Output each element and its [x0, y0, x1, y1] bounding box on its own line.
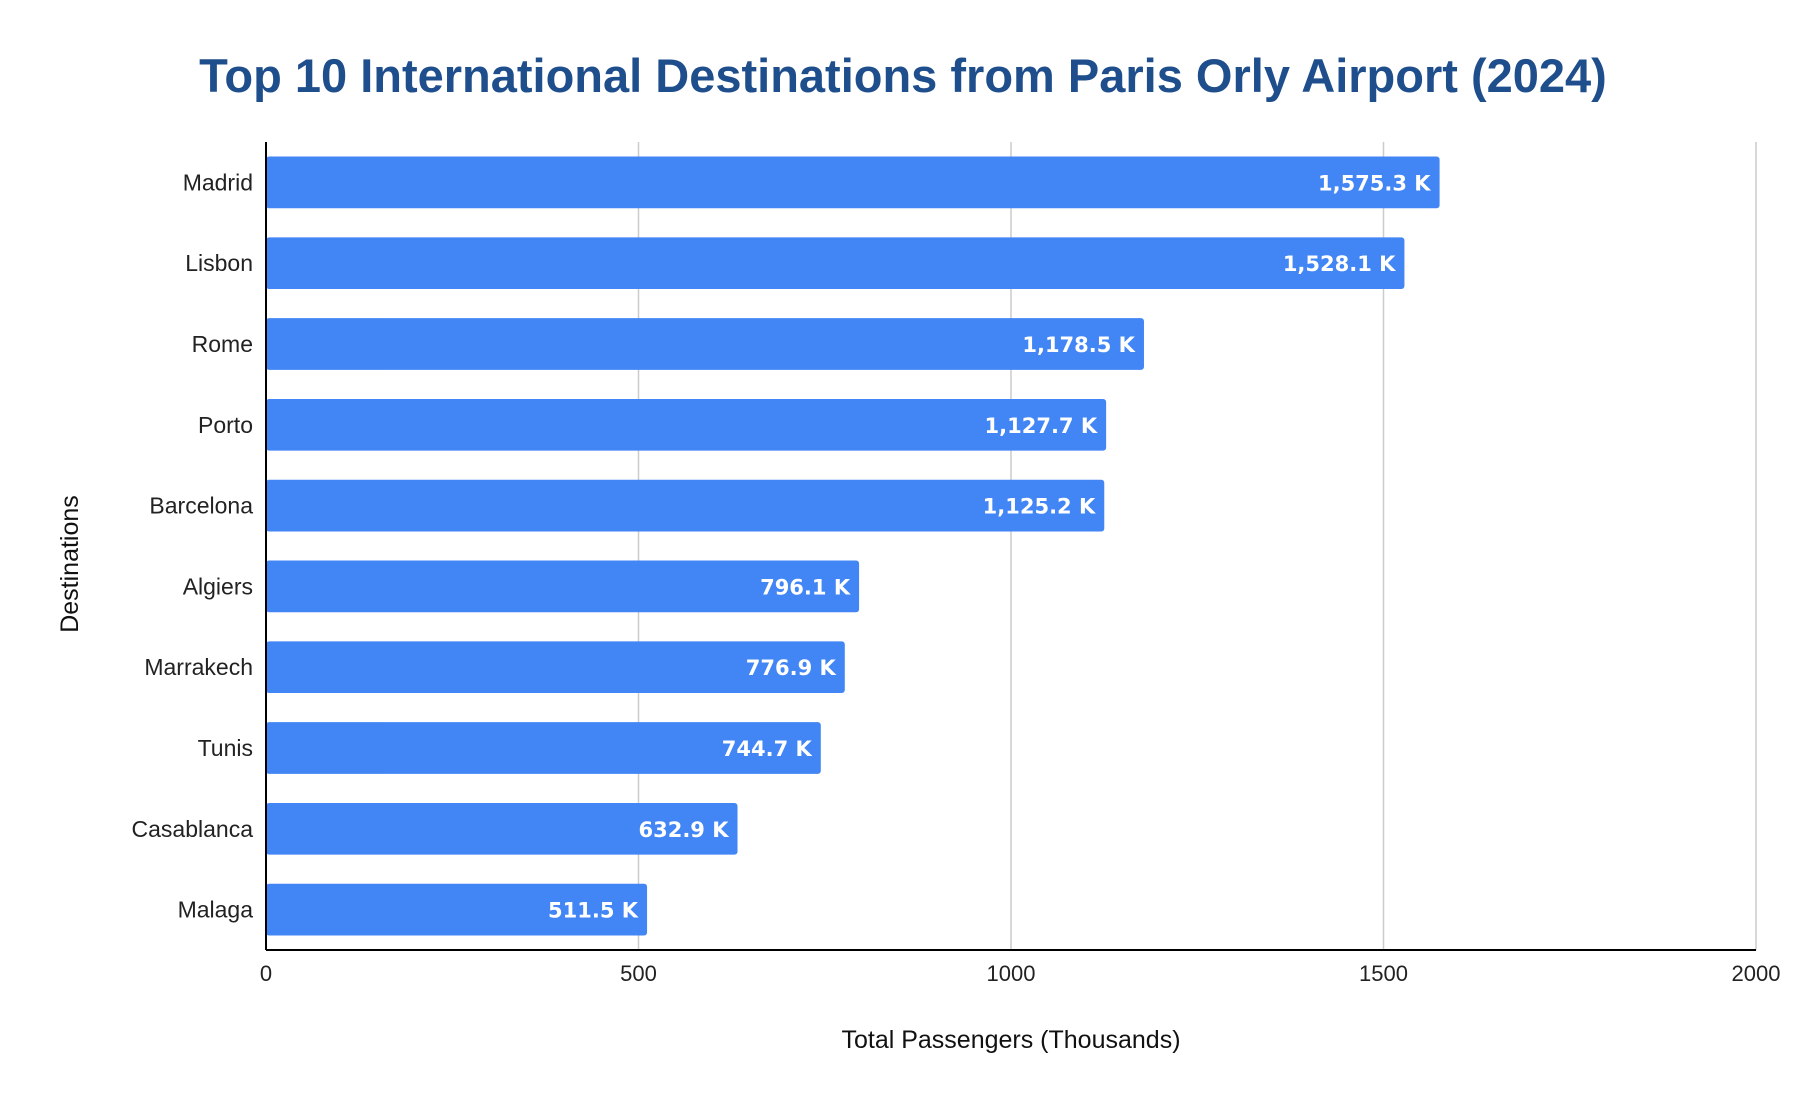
bars: 1,575.3 K 1,528.1 K 1,178.5 K 1,127.7 K 1,12… — [266, 156, 1440, 936]
bar — [266, 318, 1144, 370]
data-label: 776.9 K — [746, 656, 837, 680]
bar — [266, 722, 821, 774]
data-label: 1,528.1 K — [1283, 252, 1396, 276]
data-label: 632.9 K — [638, 818, 729, 842]
bar — [266, 560, 860, 613]
bar — [266, 237, 1405, 290]
data-label: 796.1 K — [760, 575, 851, 599]
axes — [265, 142, 1756, 951]
x-tick-label: 0 — [260, 961, 272, 986]
x-axis-title: Total Passengers (Thousands) — [841, 1026, 1180, 1054]
data-label: 744.7 K — [722, 737, 813, 761]
data-label: 1,127.7 K — [985, 414, 1098, 438]
category-label: Porto — [198, 412, 253, 438]
category-label: Lisbon — [185, 250, 253, 276]
x-tick-labels: 0 500 1000 1500 2000 — [260, 961, 1781, 986]
data-label: 1,125.2 K — [983, 495, 1096, 519]
data-label: 1,178.5 K — [1022, 333, 1135, 357]
category-label: Malaga — [178, 897, 254, 923]
category-label: Casablanca — [132, 816, 254, 842]
x-tick-label: 1500 — [1359, 961, 1408, 986]
category-labels: Madrid Lisbon Rome Porto Barcelona Algiers Mar… — [132, 169, 254, 922]
category-label: Rome — [192, 331, 253, 357]
x-tick-label: 1000 — [987, 961, 1036, 986]
data-label: 511.5 K — [548, 899, 639, 923]
category-label: Barcelona — [149, 493, 253, 519]
category-label: Tunis — [198, 735, 253, 761]
chart-title: Top 10 International Destinations from P… — [199, 49, 1607, 102]
y-axis-title: Destinations — [56, 495, 84, 633]
x-tick-label: 2000 — [1732, 961, 1781, 986]
bar — [266, 802, 738, 855]
x-tick-label: 500 — [620, 961, 657, 986]
bar — [266, 156, 1440, 209]
category-label: Madrid — [183, 169, 253, 195]
data-label: 1,575.3 K — [1318, 171, 1431, 195]
bar — [266, 398, 1107, 451]
bar — [266, 479, 1105, 532]
bar — [266, 883, 648, 936]
category-label: Marrakech — [144, 654, 253, 680]
bar — [266, 641, 845, 694]
category-label: Algiers — [183, 573, 253, 599]
